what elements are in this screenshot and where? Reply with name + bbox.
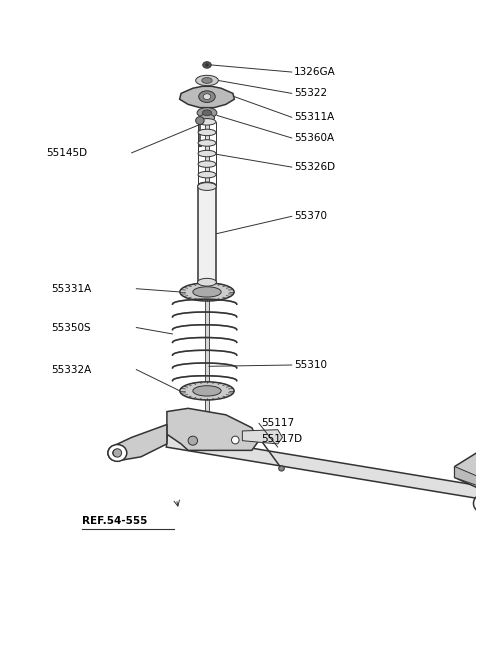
Text: 55350S: 55350S: [51, 322, 91, 333]
Ellipse shape: [279, 466, 284, 471]
Polygon shape: [167, 434, 480, 499]
Text: 55322: 55322: [294, 88, 327, 98]
Text: 55370: 55370: [294, 212, 327, 221]
Ellipse shape: [196, 117, 204, 124]
Ellipse shape: [202, 110, 212, 116]
Ellipse shape: [198, 150, 216, 157]
Text: 55310: 55310: [294, 360, 327, 370]
Ellipse shape: [203, 94, 211, 100]
Polygon shape: [180, 86, 234, 107]
Ellipse shape: [205, 64, 208, 66]
Ellipse shape: [199, 114, 215, 122]
Ellipse shape: [113, 449, 121, 457]
Text: 55360A: 55360A: [294, 133, 335, 143]
Ellipse shape: [180, 283, 234, 301]
Ellipse shape: [473, 494, 480, 513]
Text: 55311A: 55311A: [294, 113, 335, 122]
Ellipse shape: [197, 107, 217, 118]
Ellipse shape: [108, 445, 125, 460]
Ellipse shape: [193, 386, 221, 396]
Ellipse shape: [198, 278, 216, 286]
Ellipse shape: [199, 91, 215, 102]
Ellipse shape: [198, 129, 216, 136]
Text: 55326D: 55326D: [294, 162, 336, 172]
Ellipse shape: [196, 75, 218, 86]
Text: 55332A: 55332A: [51, 365, 92, 375]
Ellipse shape: [198, 182, 216, 189]
Ellipse shape: [198, 183, 216, 191]
Polygon shape: [455, 466, 480, 486]
Ellipse shape: [180, 382, 234, 400]
Ellipse shape: [198, 161, 216, 167]
Text: 55331A: 55331A: [51, 284, 92, 293]
Ellipse shape: [198, 140, 216, 146]
Bar: [205, 95, 209, 447]
Ellipse shape: [231, 436, 239, 444]
Ellipse shape: [108, 445, 127, 461]
Polygon shape: [242, 430, 282, 444]
Polygon shape: [113, 424, 167, 460]
Polygon shape: [167, 408, 259, 451]
Ellipse shape: [203, 62, 211, 68]
Text: REF.54-555: REF.54-555: [82, 517, 147, 527]
Text: 55117: 55117: [261, 418, 294, 428]
Ellipse shape: [193, 287, 221, 297]
Text: 1326GA: 1326GA: [294, 67, 336, 77]
Ellipse shape: [113, 449, 120, 457]
Bar: [198, 187, 216, 282]
Ellipse shape: [202, 77, 212, 83]
Text: 55145D: 55145D: [47, 148, 88, 158]
Ellipse shape: [198, 119, 216, 125]
Text: 55117D: 55117D: [261, 434, 302, 443]
Ellipse shape: [198, 172, 216, 178]
Ellipse shape: [188, 436, 198, 445]
Polygon shape: [455, 451, 480, 493]
